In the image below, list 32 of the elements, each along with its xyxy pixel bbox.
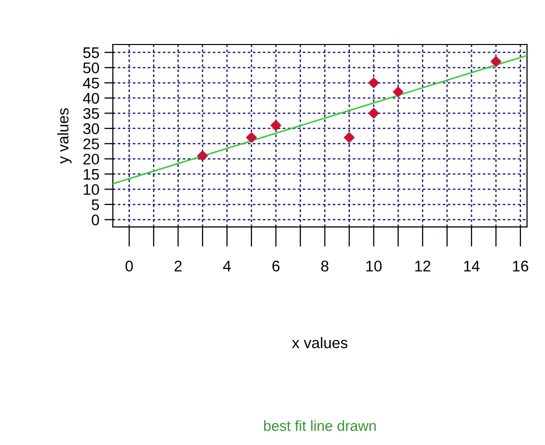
point (368, 108, 380, 119)
x-tick-label: 8 (321, 260, 328, 272)
x-tick-label: 0 (126, 260, 133, 272)
point (344, 132, 355, 143)
x-tick-label: 12 (415, 260, 430, 272)
y-axis-title: y values (57, 108, 72, 164)
y-tick-label: 15 (84, 169, 99, 180)
y-tick-label: 25 (83, 138, 99, 150)
x-tick-label: 4 (223, 260, 231, 272)
point (270, 120, 282, 131)
x-tick-label: 2 (174, 260, 182, 272)
x-tick-label: 6 (272, 260, 280, 272)
point (368, 78, 380, 88)
text: best fit line drawn (264, 420, 376, 431)
point (246, 132, 257, 143)
point (197, 150, 208, 162)
y-tick-label: 30 (83, 123, 100, 134)
y-tick-label: 40 (82, 92, 100, 104)
y-tick-label: 50 (83, 62, 100, 74)
y-tick-label: 55 (83, 47, 99, 58)
y-tick-label: 20 (83, 154, 100, 165)
x-axis-title: x values (292, 337, 348, 348)
point (392, 86, 404, 98)
y-tick-label: 45 (82, 78, 99, 88)
y-tick-label: 35 (83, 108, 99, 119)
y-tick-label: 10 (84, 184, 100, 195)
x-tick-label: 14 (464, 260, 480, 272)
point (490, 56, 502, 67)
x-tick-label: 16 (513, 260, 528, 272)
x-tick-label: 10 (366, 260, 382, 272)
y-tick-label: 0 (92, 214, 100, 226)
y-tick-label: 5 (92, 199, 99, 210)
